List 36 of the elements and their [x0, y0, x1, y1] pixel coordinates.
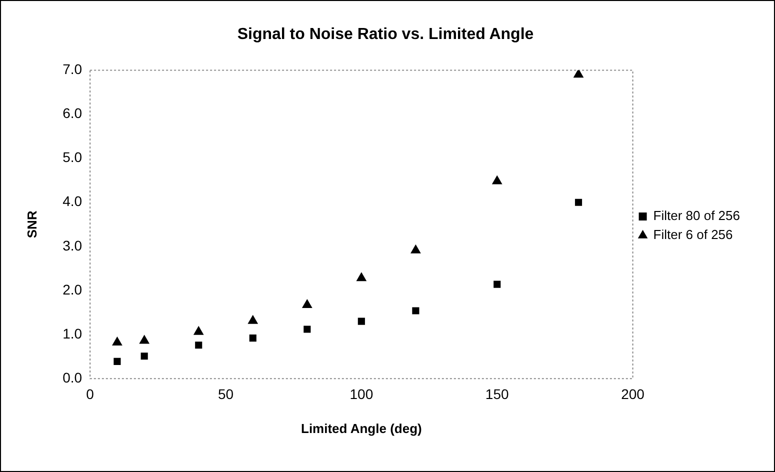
x-tick-label: 200 [621, 386, 645, 402]
chart-title: Signal to Noise Ratio vs. Limited Angle [237, 26, 534, 44]
point [249, 334, 256, 342]
x-tick-label: 100 [350, 386, 374, 402]
point [574, 198, 582, 206]
y-tick-label: 0.0 [62, 369, 82, 386]
y-tick-label: 7.0 [62, 61, 82, 78]
point [193, 326, 204, 335]
legend-label: Filter 80 of 256 [653, 208, 740, 224]
point [573, 70, 584, 78]
y-tick-label: 4.0 [62, 193, 82, 210]
y-tick-label: 2.0 [62, 281, 82, 298]
point [410, 244, 421, 254]
point [114, 358, 121, 365]
point [112, 336, 122, 346]
y-tick-label: 6.0 [62, 105, 82, 122]
point [494, 280, 501, 288]
y-tick-label: 5.0 [62, 149, 82, 166]
y-tick-label: 3.0 [62, 237, 82, 254]
x-tick-label: 50 [218, 386, 234, 402]
point [302, 299, 312, 308]
point [412, 307, 420, 314]
point [248, 314, 258, 324]
legend-label: Filter 6 of 256 [653, 227, 733, 242]
point [304, 326, 311, 333]
point [140, 352, 148, 360]
y-axis-title: SNR [24, 210, 40, 238]
x-axis-title: Limited Angle (deg) [300, 420, 422, 436]
x-tick-label: 150 [485, 386, 509, 402]
y-tick-label: 1.0 [62, 325, 82, 342]
point [358, 318, 365, 325]
x-tick-label: 0 [86, 386, 94, 402]
point [139, 334, 150, 344]
point [195, 342, 202, 349]
point [492, 175, 502, 184]
point [356, 272, 367, 282]
